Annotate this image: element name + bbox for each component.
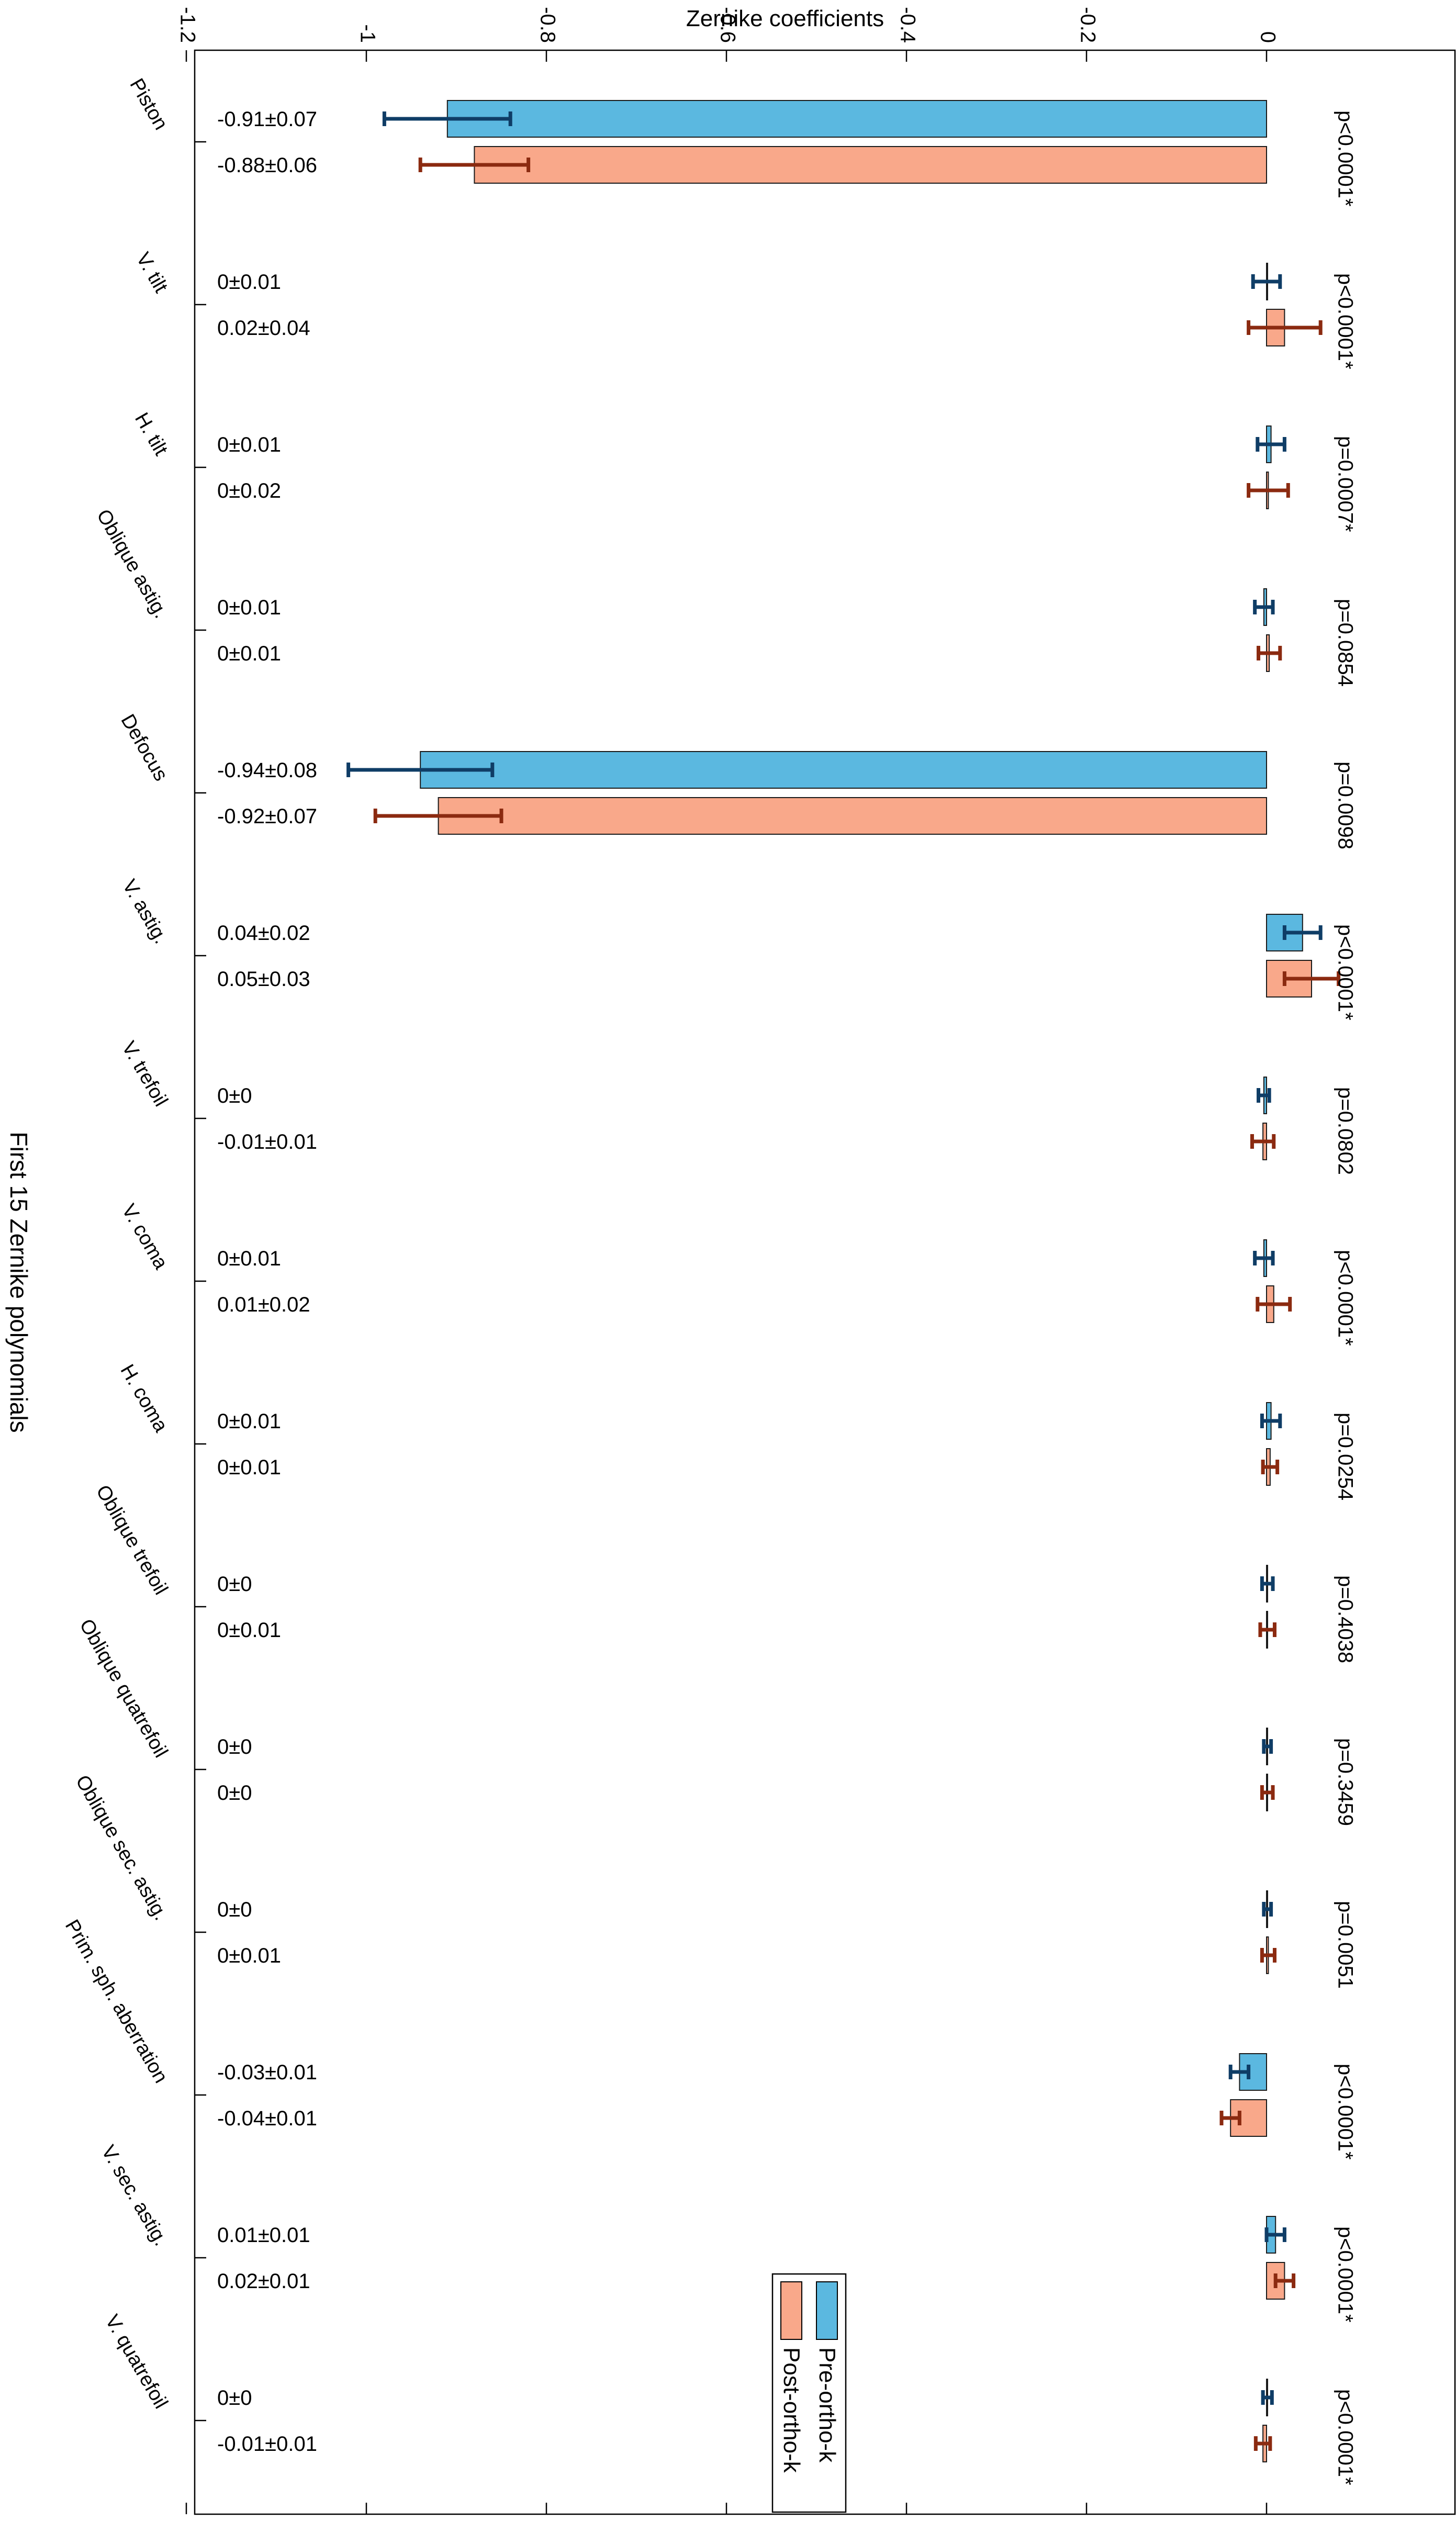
pre-value-label: 0±0.01 xyxy=(217,271,281,294)
x-tick-label: -1 xyxy=(356,24,379,43)
pre-value-label: 0±0 xyxy=(217,1735,252,1758)
p-value-label: p<0.0001* xyxy=(1334,2064,1357,2160)
post-value-label: 0.05±0.03 xyxy=(217,968,310,991)
axis-ticks: -1.2 -1 -0.8 -0.6 -0.4 -0.2 0 xyxy=(176,7,1279,2514)
p-value-label: p=0.0854 xyxy=(1334,599,1357,687)
category-label: H. tilt xyxy=(130,409,172,460)
labels: Piston -0.91±0.07 -0.88±0.06 p<0.0001* V. ti… xyxy=(61,75,1357,2485)
pre-value-label: 0.01±0.01 xyxy=(217,2224,310,2247)
pre-value-label: 0±0.01 xyxy=(217,596,281,619)
pre-value-label: 0±0 xyxy=(217,2386,252,2410)
p-value-label: p=0.0098 xyxy=(1334,761,1357,849)
category-label: Prim. sph. aberration xyxy=(61,1916,172,2087)
category-label: Oblique sec. astig. xyxy=(71,1772,172,1924)
pre-value-label: -0.94±0.08 xyxy=(217,759,317,782)
category-label: Defocus xyxy=(117,711,172,785)
legend: Pre-ortho-k Post-ortho-k xyxy=(771,2273,847,2513)
post-value-label: 0.02±0.01 xyxy=(217,2270,310,2293)
category-label: H. coma xyxy=(116,1361,172,1436)
pre-value-label: -0.03±0.01 xyxy=(217,2061,317,2084)
category-label: Piston xyxy=(125,75,172,133)
p-value-label: p<0.0001* xyxy=(1334,2226,1357,2323)
x-axis-title: Zernike coefficients xyxy=(686,6,884,31)
pre-value-label: 0±0.01 xyxy=(217,433,281,456)
post-ortho-k-bar xyxy=(438,797,1267,835)
p-value-label: p=0.0254 xyxy=(1334,1413,1357,1500)
pre-value-label: 0.04±0.02 xyxy=(217,922,310,945)
legend-pre-label: Pre-ortho-k xyxy=(814,2347,840,2463)
y-axis-title: First 15 Zernike polynomials xyxy=(5,1131,32,1432)
bars xyxy=(420,100,1312,2462)
post-value-label: 0±0.01 xyxy=(217,1619,281,1642)
category-label: V. quatrefoil xyxy=(101,2311,172,2413)
category-label: V. tilt xyxy=(132,249,172,297)
category-label: V. sec. astig. xyxy=(97,2142,172,2249)
category-label: Oblique astig. xyxy=(92,506,172,622)
error-bars xyxy=(346,111,1341,2451)
legend-pre-swatch xyxy=(816,2281,838,2340)
x-tick-label: -0.2 xyxy=(1076,7,1099,43)
post-value-label: 0±0 xyxy=(217,1781,252,1805)
p-value-label: p=0.4038 xyxy=(1334,1575,1357,1663)
p-value-label: p<0.0001* xyxy=(1334,110,1357,207)
x-tick-label: 0 xyxy=(1256,31,1279,43)
legend-post-label: Post-ortho-k xyxy=(779,2347,804,2473)
p-value-label: p=0.0051 xyxy=(1334,1901,1357,1989)
x-tick-label: -1.2 xyxy=(176,7,199,43)
pre-value-label: 0±0.01 xyxy=(217,1410,281,1433)
p-value-label: p=0.3459 xyxy=(1334,1738,1357,1826)
post-value-label: -0.04±0.01 xyxy=(217,2107,317,2130)
category-label: Oblique trefoil xyxy=(92,1481,172,1598)
post-value-label: -0.01±0.01 xyxy=(217,1130,317,1153)
pre-value-label: -0.91±0.07 xyxy=(217,108,317,131)
plot-frame xyxy=(194,49,1456,2515)
category-label: V. astig. xyxy=(118,876,172,948)
p-value-label: p<0.0001* xyxy=(1334,273,1357,369)
category-label: Oblique quatrefoil xyxy=(75,1616,172,1762)
x-tick-label: -0.6 xyxy=(716,7,739,43)
pre-ortho-k-bar xyxy=(420,751,1268,789)
x-tick-label: -0.4 xyxy=(896,7,919,43)
pre-value-label: 0±0 xyxy=(217,1084,252,1107)
p-value-label: p=0.0007* xyxy=(1334,436,1357,532)
post-value-label: -0.01±0.01 xyxy=(217,2433,317,2456)
pre-value-label: 0±0.01 xyxy=(217,1247,281,1270)
category-label: V. coma xyxy=(117,1201,172,1273)
pre-ortho-k-bar xyxy=(446,100,1267,138)
p-value-label: p=0.0802 xyxy=(1334,1087,1357,1175)
pre-value-label: 0±0 xyxy=(217,1573,252,1596)
post-value-label: 0.02±0.04 xyxy=(217,317,310,340)
post-ortho-k-bar xyxy=(474,146,1267,184)
post-value-label: 0±0.01 xyxy=(217,1456,281,1479)
p-value-label: p<0.0001* xyxy=(1334,1250,1357,1346)
x-tick-label: -0.8 xyxy=(536,7,559,43)
pre-value-label: 0±0 xyxy=(217,1898,252,1921)
post-value-label: 0±0.01 xyxy=(217,1944,281,1967)
post-value-label: 0.01±0.02 xyxy=(217,1293,310,1316)
post-value-label: 0±0.02 xyxy=(217,479,281,502)
p-value-label: p<0.0001* xyxy=(1334,924,1357,1021)
legend-post-swatch xyxy=(780,2281,802,2340)
post-value-label: 0±0.01 xyxy=(217,642,281,665)
category-label: V. trefoil xyxy=(117,1038,172,1111)
post-value-label: -0.88±0.06 xyxy=(217,154,317,177)
p-value-label: p<0.0001* xyxy=(1334,2389,1357,2485)
post-value-label: -0.92±0.07 xyxy=(217,805,317,828)
